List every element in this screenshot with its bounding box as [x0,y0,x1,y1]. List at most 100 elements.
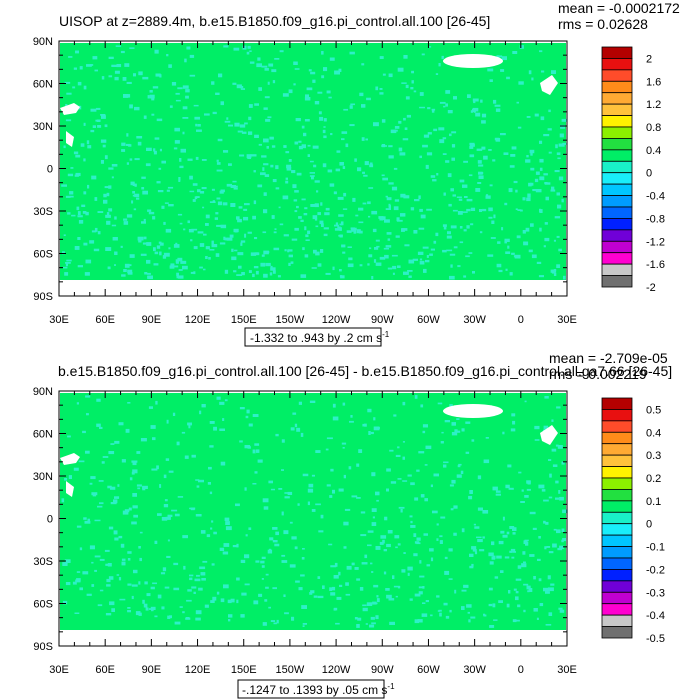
field-fleck [510,428,516,432]
field-fleck [527,590,530,593]
field-fleck [100,114,106,116]
field-fleck [169,105,173,108]
field-fleck [395,235,400,238]
field-fleck [453,505,458,509]
panel-1-mean: mean = -0.0002172 [558,0,680,16]
field-fleck [485,194,489,198]
field-fleck [224,399,228,402]
field-fleck [261,155,267,158]
colorbar-swatch [601,523,633,536]
field-fleck [475,112,481,117]
field-fleck [323,67,328,72]
field-fleck [134,158,140,161]
field-fleck [108,208,113,212]
field-fleck [528,588,533,592]
field-fleck [368,215,371,218]
field-fleck [121,274,126,277]
field-fleck [518,81,524,85]
field-fleck [239,407,245,410]
field-fleck [310,590,315,594]
field-fleck [315,225,319,228]
colorbar-swatch [601,229,633,242]
field-fleck [488,207,493,212]
field-fleck [342,208,348,210]
field-fleck [430,248,435,251]
field-fleck [416,469,420,472]
field-fleck [220,101,224,106]
field-fleck [287,491,293,495]
field-fleck [363,174,368,177]
field-fleck [104,124,108,128]
field-fleck [267,116,272,119]
field-fleck [445,160,450,163]
field-fleck [118,422,124,426]
field-fleck [200,530,206,534]
field-fleck [318,530,324,533]
field-fleck [89,482,93,485]
field-fleck [302,473,309,477]
field-fleck [323,126,326,128]
field-fleck [89,545,95,550]
field-fleck [387,267,392,270]
field-fleck [422,246,429,249]
field-fleck [478,171,483,175]
field-fleck [304,207,308,210]
field-fleck [242,45,247,50]
field-fleck [376,598,380,603]
colorbar-swatch [601,126,633,139]
field-fleck [85,259,92,264]
field-fleck [201,404,206,408]
field-fleck [391,254,398,257]
field-fleck [528,70,532,75]
field-fleck [488,587,493,591]
field-fleck [493,214,496,219]
field-fleck [450,225,457,229]
field-fleck [515,596,519,601]
field-fleck [386,232,392,235]
field-fleck [387,238,391,241]
field-fleck [106,584,111,587]
field-fleck [337,226,341,229]
field-fleck [329,587,333,591]
field-fleck [419,260,425,265]
field-fleck [311,474,315,477]
field-fleck [482,510,489,514]
field-fleck [81,204,86,207]
field-fleck [290,427,295,431]
field-fleck [132,194,136,197]
field-fleck [349,420,354,423]
field-fleck [127,583,132,586]
field-fleck [114,251,118,255]
field-fleck [198,479,204,483]
field-fleck [338,488,344,492]
field-fleck [334,224,339,227]
field-fleck [131,200,134,204]
field-fleck [349,124,355,127]
field-fleck [312,145,319,149]
colorbar-swatch [601,172,633,185]
field-fleck [552,543,557,548]
field-fleck [117,484,120,487]
field-fleck [283,145,287,148]
lat-label: 0 [47,514,53,526]
field-fleck [244,122,248,125]
field-fleck [481,146,486,150]
field-fleck [443,105,446,108]
field-fleck [275,531,279,536]
field-fleck [500,69,505,72]
colorbar-label: 1.6 [646,76,661,88]
lat-label: 60N [33,79,53,91]
colorbar-swatch [601,195,633,208]
field-fleck [311,175,314,180]
field-fleck [308,69,312,72]
field-fleck [368,187,374,189]
field-fleck [468,252,473,254]
field-fleck [255,270,259,275]
field-fleck [514,254,521,259]
field-fleck [397,543,401,546]
field-fleck [526,488,531,491]
lon-label: 150W [276,314,305,326]
field-fleck [195,196,200,198]
field-fleck [384,219,390,223]
field-fleck [334,70,340,75]
